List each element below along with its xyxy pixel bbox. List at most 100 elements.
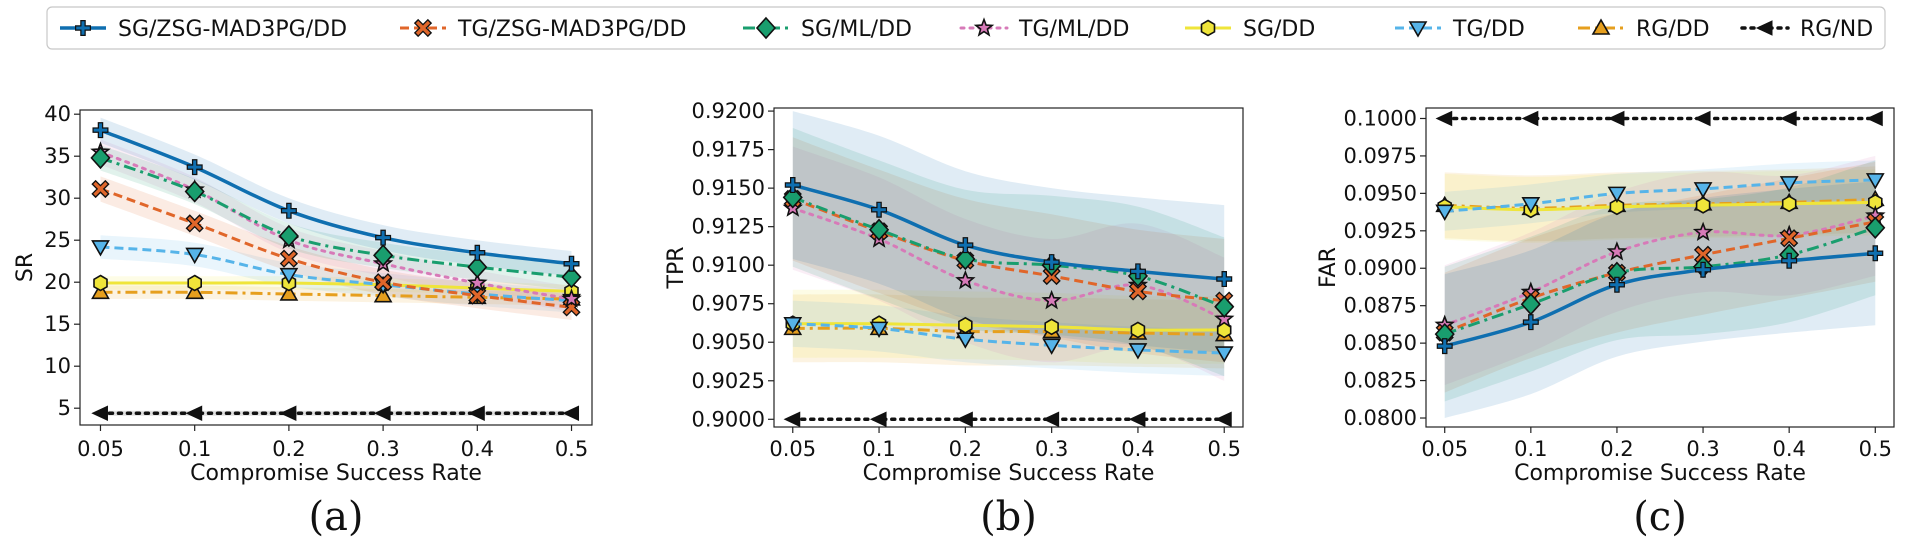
data-point-0.05 [91, 240, 110, 257]
data-point-0.3 [375, 229, 392, 246]
series-line [100, 245, 572, 303]
data-point-0.5 [1215, 411, 1232, 428]
legend-label: TG/ML/DD [1018, 17, 1129, 42]
series-line [791, 206, 1226, 321]
series-line [792, 183, 1225, 281]
data-point-0.3 [373, 286, 393, 303]
x-tick-label: 0.05 [77, 437, 124, 461]
x-tick-label: 0.5 [1208, 437, 1241, 461]
y-tick-label: 0.0900 [1344, 256, 1417, 280]
data-point-0.2 [279, 249, 299, 268]
y-tick-label: 10 [44, 354, 71, 378]
data-point-0.4 [467, 272, 488, 292]
x-tick-label: 0.5 [555, 437, 588, 461]
data-point-0.05 [1435, 110, 1453, 127]
data-point-0.3 [1695, 196, 1711, 214]
x-tick-label: 0.05 [1421, 437, 1468, 461]
y-tick-label: 15 [44, 312, 71, 336]
data-point-0.2 [1607, 110, 1625, 127]
data-point-0.05 [92, 122, 109, 139]
legend-item-tg-zsg-mad3pg-dd: TG/ZSG-MAD3PG/DD [400, 17, 687, 42]
data-point-0.4 [1128, 411, 1146, 428]
series-sg-zsg-mad3pg-dd [92, 122, 580, 272]
x-tick-label: 0.2 [1600, 437, 1633, 461]
legend-item-tg-dd: TG/DD [1395, 17, 1525, 42]
data-point-0.05 [1436, 338, 1453, 355]
series-rg-nd [91, 405, 580, 422]
x-tick-label: 0.5 [1859, 437, 1892, 461]
legend-item-sg-zsg-mad3pg-dd: SG/ZSG-MAD3PG/DD [60, 17, 347, 42]
data-point-0.1 [1521, 197, 1541, 214]
legend-marker-triangle-down [1408, 21, 1428, 38]
band-tg-ml-dd [1444, 155, 1876, 386]
data-point-0.05 [782, 186, 803, 209]
band-sg-zsg-mad3pg-dd [100, 117, 572, 277]
y-tick-label: 20 [44, 270, 71, 294]
x-tick-label: 0.1 [178, 437, 211, 461]
y-tick-label: 0.9200 [692, 99, 765, 123]
y-tick-label: 0.9050 [692, 330, 765, 354]
data-point-0.4 [467, 255, 488, 279]
series-rg-nd [1435, 110, 1883, 127]
x-tick-label: 0.1 [862, 437, 895, 461]
data-point-0.2 [279, 267, 299, 285]
legend: SG/ZSG-MAD3PG/DD TG/ZSG-MAD3PG/DD SG/ML/DD… [46, 6, 1886, 50]
data-point-0.3 [373, 273, 393, 292]
y-tick-label: 0.9175 [692, 138, 765, 162]
x-tick-label: 0.05 [769, 437, 816, 461]
data-point-0.1 [185, 405, 203, 422]
data-point-0.3 [1693, 182, 1713, 199]
y-tick-label: 0.0850 [1344, 331, 1417, 355]
y-tick-label: 0.0800 [1344, 406, 1417, 430]
data-point-0.4 [1128, 282, 1148, 301]
data-point-0.4 [1781, 195, 1797, 213]
data-point-0.4 [1781, 252, 1798, 269]
data-point-0.2 [278, 224, 299, 248]
data-point-0.05 [91, 405, 108, 422]
chart-panel-3: 0.0800 0.0825 0.0850 0.0875 0.0900 0.0925 0.09… [1316, 106, 1895, 540]
data-point-0.2 [1608, 276, 1625, 293]
x-tick-label: 0.2 [949, 437, 982, 461]
band-tg-ml-dd [100, 139, 572, 312]
legend-label: SG/ZSG-MAD3PG/DD [118, 17, 347, 42]
y-tick-label: 30 [44, 186, 71, 210]
y-tick-label: 0.0925 [1344, 219, 1417, 243]
data-point-0.5 [1865, 216, 1886, 240]
band-sg-zsg-mad3pg-dd [792, 111, 1225, 353]
data-point-0.3 [1695, 261, 1712, 278]
y-tick-label: 0.9000 [692, 407, 765, 431]
data-point-0.5 [1867, 245, 1884, 262]
data-point-0.2 [958, 316, 973, 334]
legend-label: SG/DD [1243, 17, 1315, 42]
data-point-0.3 [1042, 411, 1060, 428]
data-point-0.1 [871, 201, 888, 218]
data-point-0.4 [1129, 263, 1146, 280]
data-point-0.2 [1607, 186, 1627, 203]
x-axis-label: Compromise Success Rate [190, 461, 482, 486]
data-point-0.4 [468, 405, 485, 422]
band-tg-dd [1444, 160, 1876, 231]
y-axis-label: TPR [664, 247, 689, 290]
data-point-0.1 [869, 321, 889, 338]
x-tick-label: 0.3 [1035, 437, 1068, 461]
band-sg-zsg-mad3pg-dd [1444, 181, 1876, 418]
series-line [1444, 251, 1876, 348]
legend-item-sg-ml-dd: SG/ML/DD [743, 16, 912, 42]
series-tg-dd [783, 316, 1234, 363]
panel-label: (b) [980, 494, 1037, 540]
x-axis-label: Compromise Success Rate [1514, 461, 1806, 486]
data-point-0.1 [186, 159, 203, 176]
y-tick-label: 0.9075 [692, 292, 765, 316]
x-axis-label: Compromise Success Rate [863, 461, 1155, 486]
data-point-0.5 [1214, 295, 1235, 318]
chart-panel-2: 0.9000 0.9025 0.9050 0.9075 0.9100 0.9125 0.91… [664, 99, 1244, 540]
y-tick-label: 0.0825 [1344, 369, 1417, 393]
confidence-bands [1444, 155, 1876, 418]
plot-frame [1425, 107, 1895, 428]
series-tg-dd [1435, 173, 1885, 221]
band-tg-dd [792, 300, 1225, 377]
data-point-0.5 [1214, 308, 1235, 328]
data-point-0.05 [93, 274, 108, 292]
data-point-0.2 [956, 411, 973, 428]
data-point-0.2 [280, 202, 297, 219]
